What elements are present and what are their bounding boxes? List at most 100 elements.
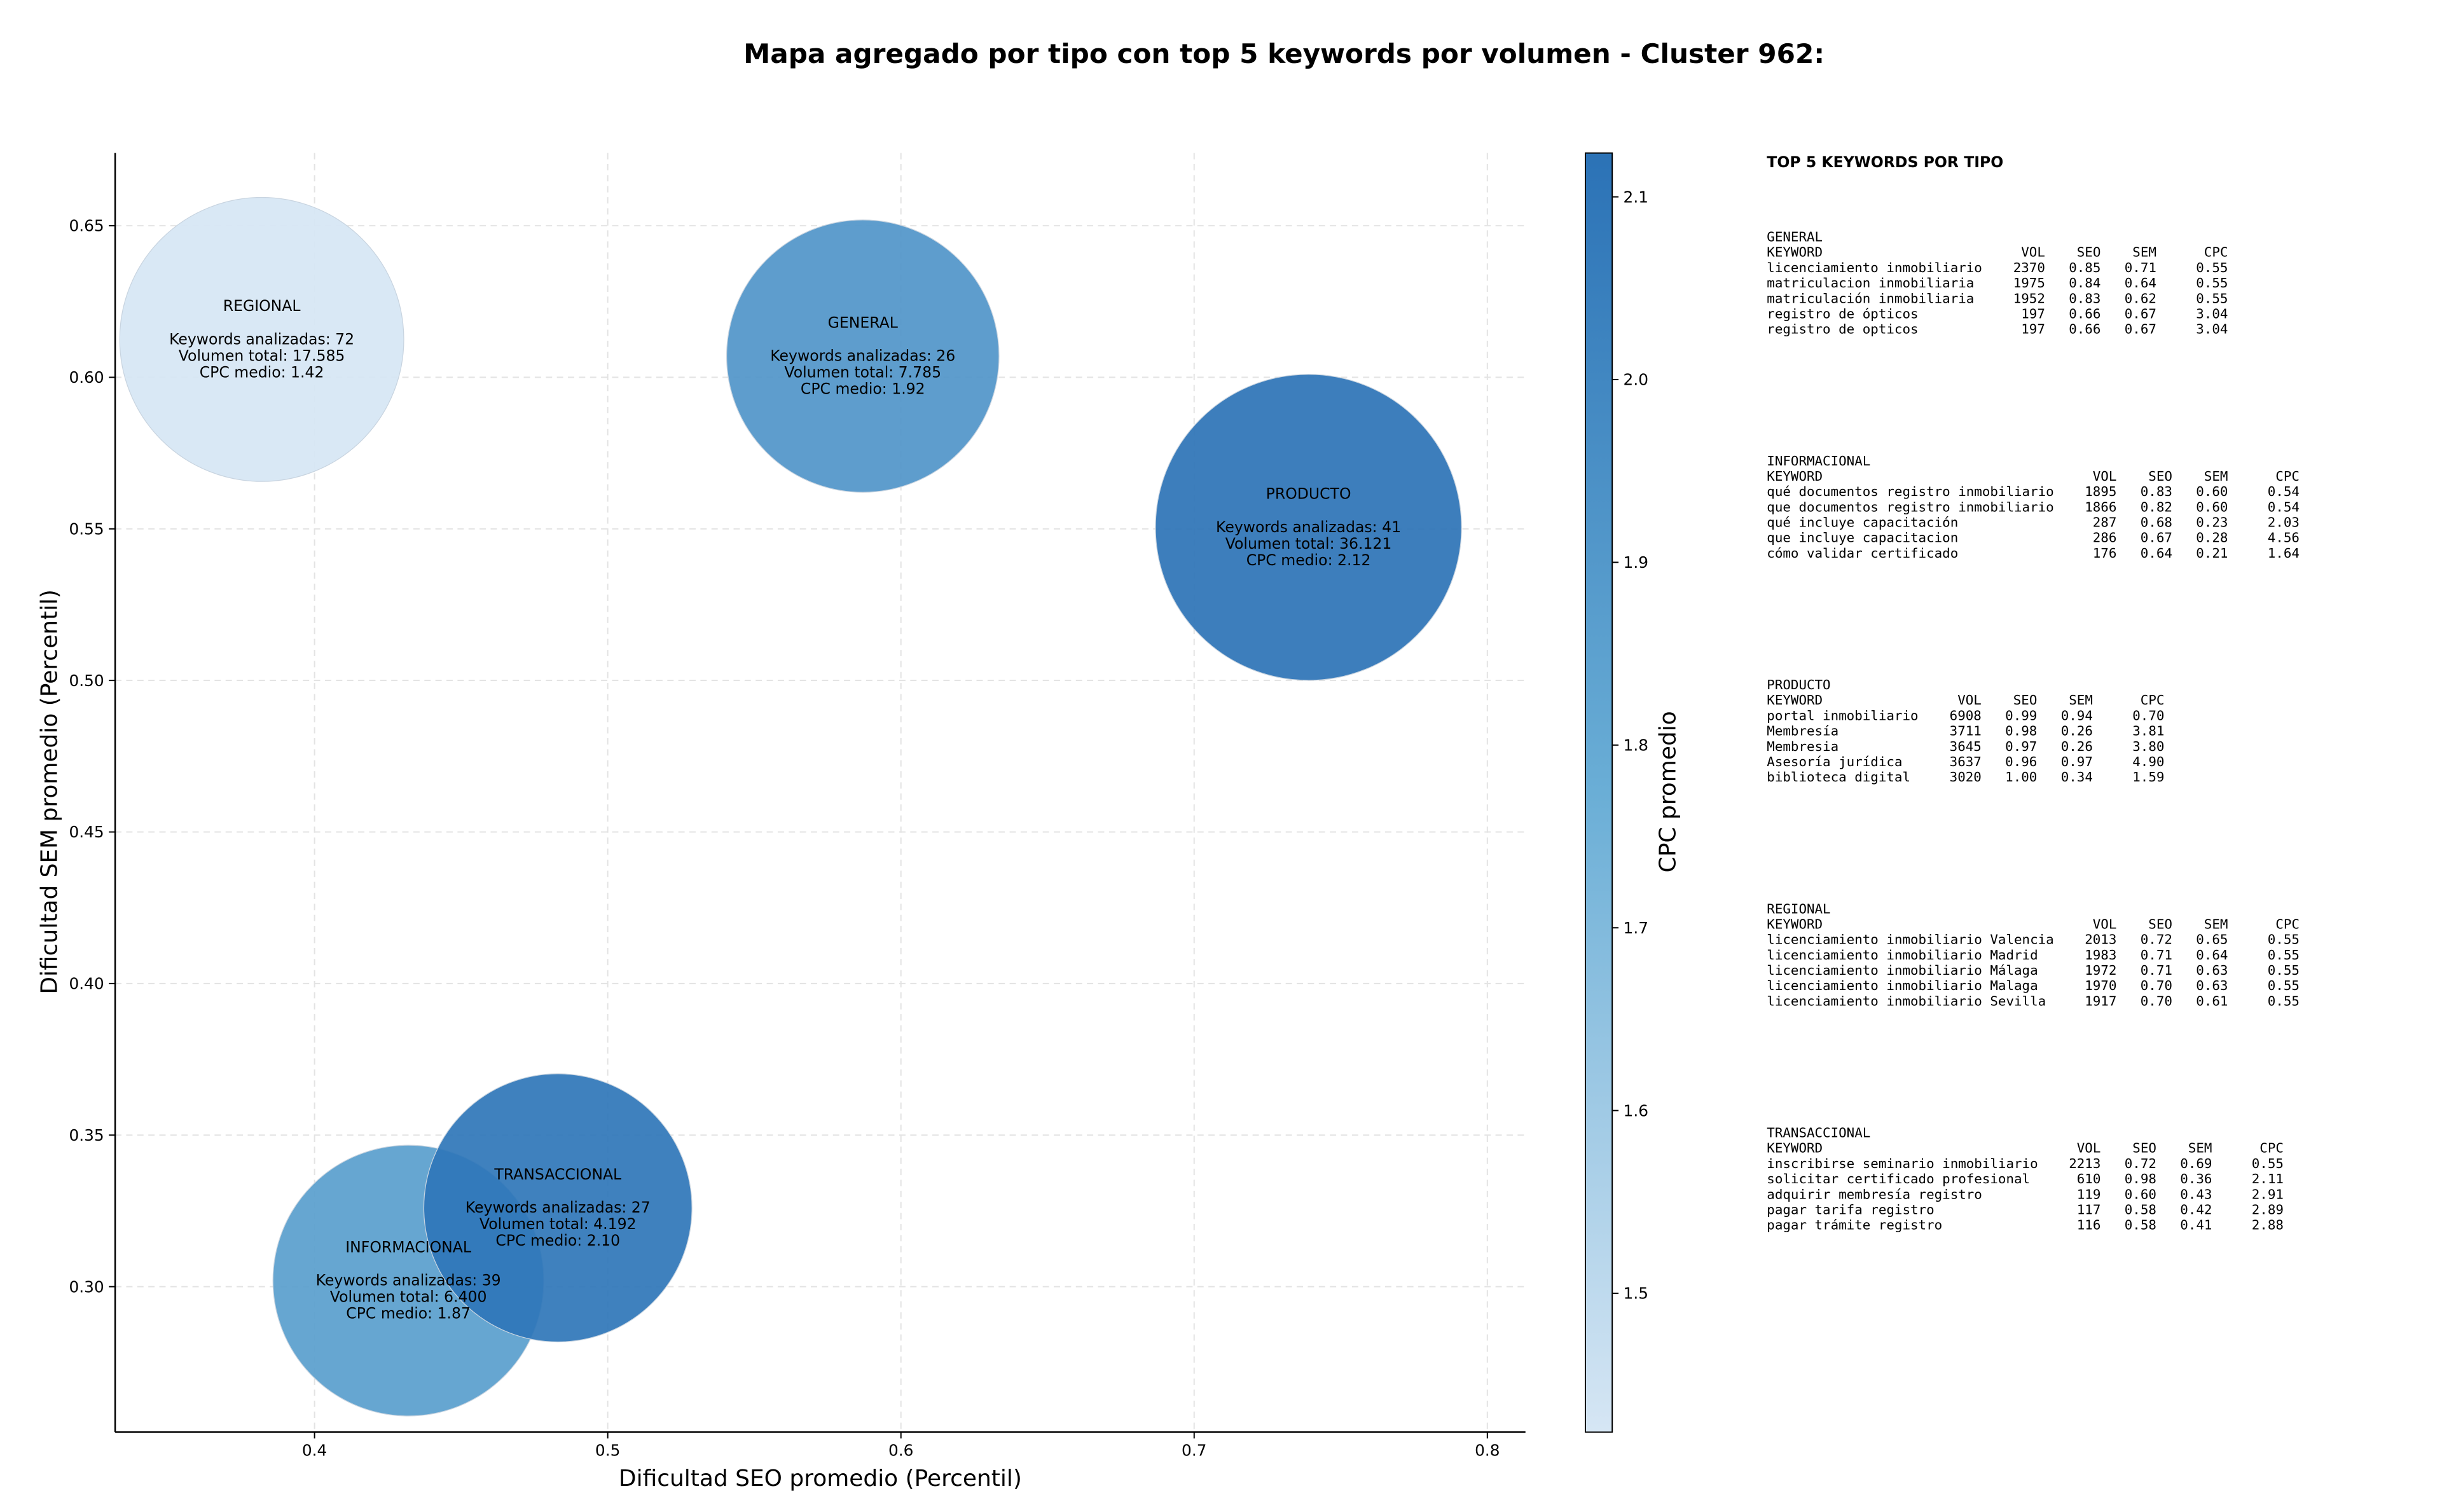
colorbar-tick-label: 1.5 [1624, 1284, 1648, 1303]
y-tick-label: 0.60 [69, 368, 104, 387]
table-cell: 0.71 [2125, 260, 2156, 275]
table-cell: 0.66 [2069, 322, 2101, 337]
bubble-label: Volumen total: 6.400 [330, 1288, 487, 1306]
bubble-label: Keywords analizadas: 41 [1216, 518, 1401, 536]
table-cell: que incluye capacitacion [1767, 530, 1958, 546]
bubble [726, 219, 1000, 493]
table-cell: 286 [2093, 530, 2117, 546]
bubble-label: Keywords analizadas: 26 [770, 347, 955, 364]
bubble-label: Volumen total: 36.121 [1225, 535, 1392, 553]
table-cell: 3711 [1950, 724, 1982, 739]
table-cell: 0.55 [2196, 260, 2228, 275]
bubble-name: GENERAL [828, 313, 898, 331]
table-cell: 0.84 [2069, 275, 2101, 291]
bubble-label: Volumen total: 4.192 [479, 1215, 637, 1233]
x-tick-label: 0.5 [595, 1441, 620, 1460]
table-header: SEM [2069, 692, 2093, 708]
table-header: VOL [2021, 245, 2045, 260]
section-title: GENERAL [1767, 230, 1823, 245]
y-tick-label: 0.55 [69, 519, 104, 538]
table-header: SEO [2148, 469, 2172, 484]
bubble [1155, 374, 1462, 681]
table-cell: 1970 [2085, 978, 2116, 993]
table-cell: licenciamiento inmobiliario [1767, 260, 1982, 275]
table-cell: 1917 [2085, 993, 2116, 1008]
table-cell: 0.55 [2252, 1156, 2284, 1171]
table-cell: 0.83 [2069, 291, 2101, 306]
table-cell: 0.60 [2196, 499, 2228, 514]
table-header: SEM [2204, 916, 2228, 931]
table-cell: 0.55 [2268, 978, 2300, 993]
table-cell: portal inmobiliario [1767, 708, 1918, 723]
table-cell: 0.54 [2268, 499, 2300, 514]
table-cell: 3645 [1950, 739, 1982, 754]
table-cell: 0.98 [2005, 724, 2037, 739]
table-header: SEO [2132, 1141, 2156, 1156]
y-tick-label: 0.40 [69, 975, 104, 993]
table-cell: 176 [2093, 546, 2117, 561]
table-cell: 0.67 [2125, 322, 2156, 337]
table-cell: 0.83 [2141, 484, 2172, 499]
table-cell: 0.55 [2268, 932, 2300, 947]
section-title: PRODUCTO [1767, 677, 1830, 692]
table-cell: licenciamiento inmobiliario Madrid [1767, 947, 2038, 963]
table-cell: 0.60 [2196, 484, 2228, 499]
table-cell: 197 [2021, 306, 2045, 321]
table-cell: 0.55 [2196, 275, 2228, 291]
table-cell: 0.97 [2061, 754, 2093, 769]
table-cell: 117 [2077, 1202, 2101, 1217]
bubble-label: Keywords analizadas: 27 [466, 1199, 651, 1216]
table-cell: 0.61 [2196, 993, 2228, 1008]
table-cell: 2.89 [2252, 1202, 2284, 1217]
bubble-label: CPC medio: 1.92 [801, 380, 925, 398]
table-cell: 0.64 [2196, 947, 2228, 963]
table-cell: 116 [2077, 1218, 2101, 1233]
bubble-label: CPC medio: 1.87 [346, 1305, 471, 1323]
section-title: INFORMACIONAL [1767, 453, 1870, 469]
bubble [423, 1073, 693, 1343]
table-cell: pagar trámite registro [1767, 1218, 1942, 1233]
table-cell: 0.63 [2196, 978, 2228, 993]
x-tick-label: 0.4 [302, 1441, 327, 1460]
bubble-label: Volumen total: 7.785 [784, 364, 941, 381]
table-cell: 0.42 [2180, 1202, 2212, 1217]
table-cell: pagar tarifa registro [1767, 1202, 1934, 1217]
bubble-name: REGIONAL [223, 297, 301, 315]
table-header: SEO [2077, 245, 2101, 260]
bubble-name: PRODUCTO [1266, 485, 1351, 503]
colorbar-tick-label: 2.1 [1624, 188, 1648, 206]
table-cell: 2.03 [2268, 515, 2300, 530]
table-cell: 0.55 [2268, 963, 2300, 978]
table-cell: 610 [2077, 1171, 2101, 1186]
table-cell: 0.58 [2125, 1202, 2156, 1217]
table-cell: 1972 [2085, 963, 2116, 978]
table-cell: 0.68 [2141, 515, 2172, 530]
table-header: VOL [2093, 916, 2117, 931]
table-cell: 0.23 [2196, 515, 2228, 530]
y-tick-label: 0.65 [69, 217, 104, 235]
section-title: REGIONAL [1767, 901, 1830, 916]
x-tick-label: 0.6 [888, 1441, 913, 1460]
x-tick-label: 0.8 [1475, 1441, 1500, 1460]
bubble-label: CPC medio: 2.12 [1246, 551, 1371, 569]
table-header: CPC [2204, 245, 2228, 260]
bubble-label: CPC medio: 1.42 [200, 363, 324, 381]
table-cell: 3.80 [2132, 739, 2164, 754]
section-title: TRANSACCIONAL [1767, 1125, 1870, 1141]
table-cell: 0.67 [2125, 306, 2156, 321]
table-cell: 0.63 [2196, 963, 2228, 978]
table-cell: biblioteca digital [1767, 769, 1910, 785]
table-cell: 0.72 [2141, 932, 2172, 947]
table-header: KEYWORD [1767, 469, 1823, 484]
table-cell: 1983 [2085, 947, 2116, 963]
table-cell: 119 [2077, 1186, 2101, 1202]
table-cell: 287 [2093, 515, 2117, 530]
table-cell: adquirir membresía registro [1767, 1186, 1982, 1202]
table-cell: 1.59 [2132, 769, 2164, 785]
table-cell: 2.91 [2252, 1186, 2284, 1202]
colorbar-tick-label: 1.7 [1624, 919, 1648, 937]
table-cell: 3020 [1950, 769, 1982, 785]
y-axis-label: Dificultad SEM promedio (Percentil) [36, 589, 62, 994]
